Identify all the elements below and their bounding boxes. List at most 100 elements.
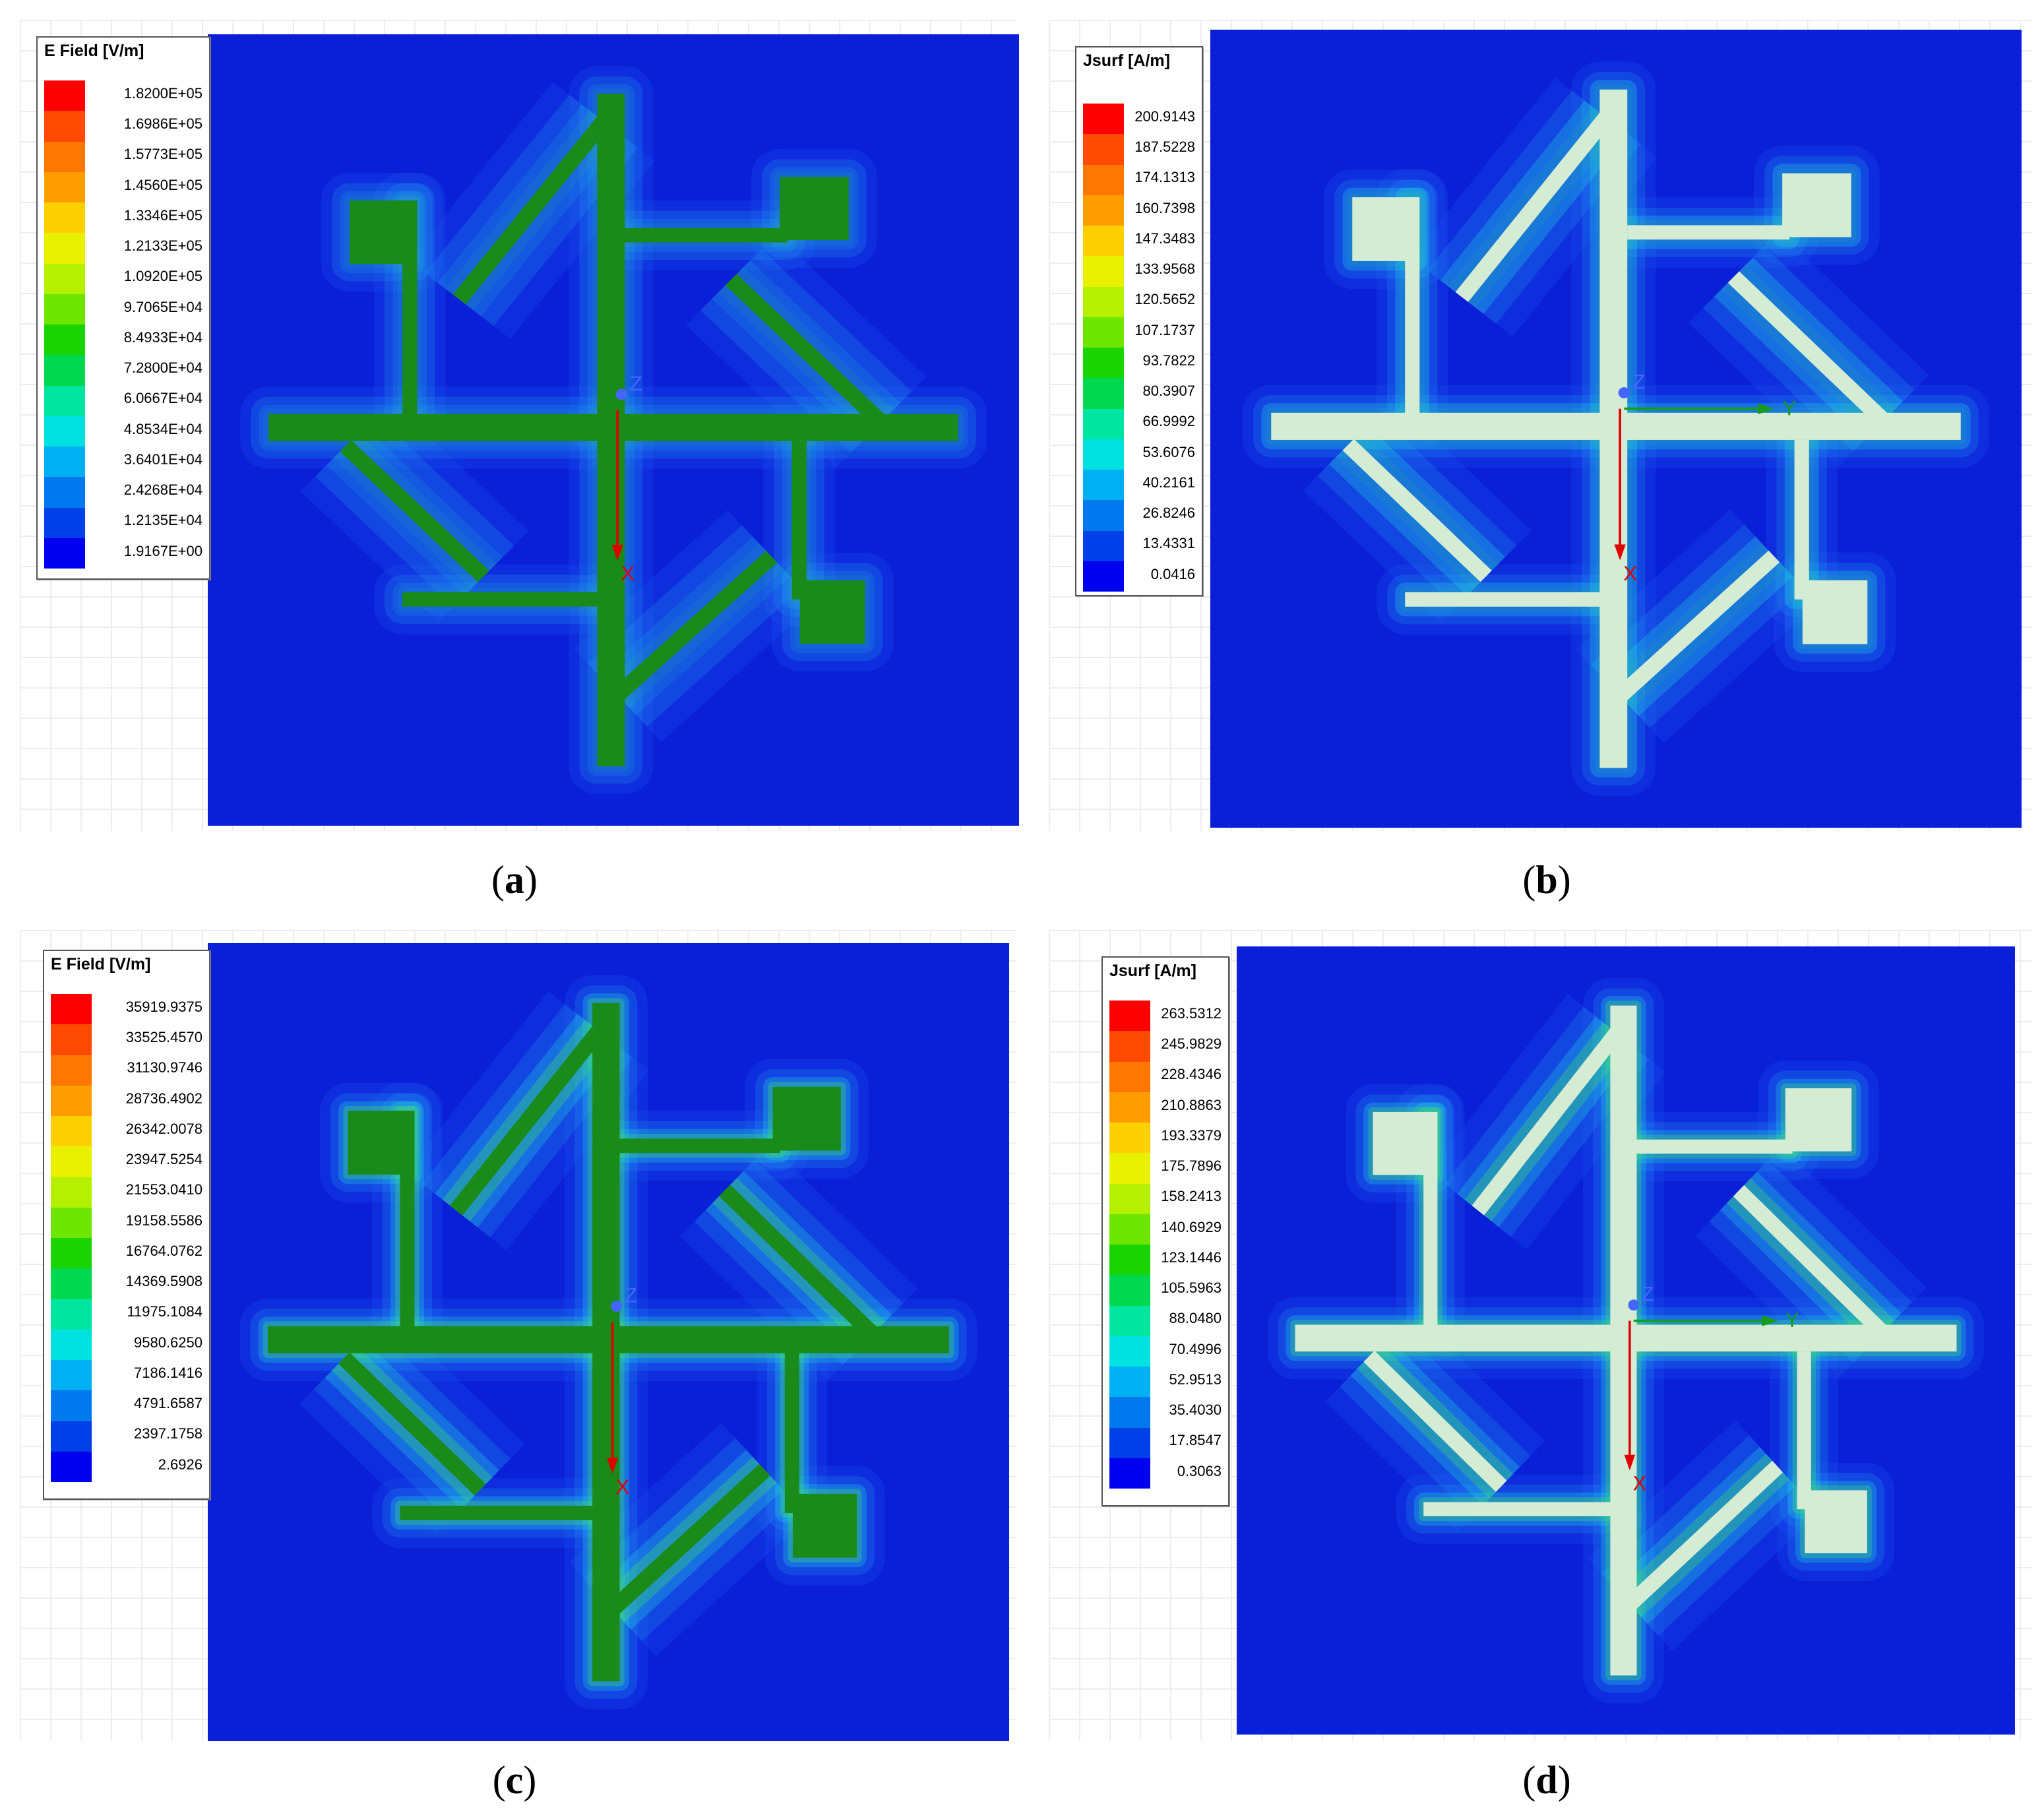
legend-value: 2.4268E+04 [123,481,202,499]
legend-value: 4791.6587 [134,1395,202,1412]
x-axis-arrow [1624,1454,1636,1471]
color-step [1083,226,1124,257]
axes-triad: X Y Z [1624,1283,1799,1495]
color-step [1083,317,1124,348]
color-step [51,1055,92,1086]
antenna-trace [780,177,849,240]
legend-value: 147.3483 [1134,230,1195,247]
antenna-trace [400,1506,597,1520]
legend-value: 9.7065E+04 [123,298,202,315]
antenna-svg-c: XZ [208,943,1009,1741]
antenna-trace [1797,1351,1811,1510]
color-step [1083,470,1124,501]
antenna-trace [1727,271,1890,427]
color-step [1109,1092,1150,1123]
color-step [44,538,85,569]
color-step [51,1299,92,1330]
antenna-trace [1785,1088,1852,1152]
legend-value: 140.6929 [1161,1218,1222,1235]
legend-value: 17.8547 [1169,1432,1222,1449]
legend-title: Jsurf [A/m] [1083,51,1170,70]
antenna-trace [1599,89,1628,768]
legend-value: 1.0920E+05 [123,268,202,285]
color-step [1109,1458,1150,1489]
color-step [1109,1031,1150,1062]
antenna-trace [1627,225,1790,240]
legend-value: 93.7822 [1142,352,1195,369]
x-axis-arrow [607,1458,619,1474]
legend-value: 28736.4902 [125,1090,202,1107]
color-step [1109,1367,1150,1398]
color-step [1083,348,1124,379]
color-step [51,1238,92,1269]
color-step [51,1085,92,1116]
legend-value: 1.3346E+05 [123,206,202,224]
legend-value: 175.7896 [1161,1157,1222,1175]
antenna-trace [719,1185,879,1340]
color-step [51,1360,92,1391]
legend-value: 52.9513 [1169,1370,1222,1388]
legend-value: 123.1446 [1161,1248,1222,1266]
color-step [1109,1245,1150,1276]
y-axis-arrow [1758,403,1774,415]
antenna-trace [1423,1111,1438,1333]
color-step [51,1421,92,1452]
legend-value: 35.4030 [1169,1401,1222,1419]
color-step [1083,408,1124,439]
color-step [1109,1061,1150,1092]
legend-value: 21553.0410 [125,1181,202,1198]
color-step [44,355,85,386]
color-step [44,111,85,142]
legend-labels: 1.8200E+05 1.6986E+05 1.5773E+05 1.4560E+05… [90,80,202,569]
legend-a: E Field [V/m] 1.8200E+05 1.6986E+05 1.5773… [36,36,210,580]
color-step [44,80,85,111]
legend-value: 107.1737 [1134,321,1195,338]
legend-value: 31130.9746 [127,1059,202,1076]
legend-value: 11975.1084 [127,1303,202,1320]
legend-value: 263.5312 [1161,1004,1222,1022]
legend-value: 160.7398 [1134,199,1195,216]
color-step [1083,286,1124,317]
antenna-trace [1610,1005,1637,1676]
color-step [1083,104,1124,135]
antenna-svg-a: XZ [208,34,1019,826]
y-axis-label: Y [1785,1309,1799,1332]
legend-value: 9580.6250 [134,1334,202,1351]
color-step [1109,1397,1150,1428]
color-step [44,141,85,172]
legend-value: 187.5228 [1134,139,1195,156]
legend-title: E Field [V/m] [44,42,144,60]
legend-value: 0.0416 [1150,565,1195,582]
color-step [1083,439,1124,470]
x-axis-label: X [621,561,635,585]
legend-value: 13.4331 [1142,535,1195,552]
color-step [1083,500,1124,531]
color-scale [44,80,85,569]
antenna-trace [1405,197,1420,421]
x-axis-label: X [615,1475,629,1498]
legend-d: Jsurf [A/m] 263.5312 245.9829 228.4346 210.… [1101,956,1229,1506]
color-step [1083,195,1124,226]
legend-value: 26342.0078 [125,1120,202,1137]
z-axis-label: Z [630,371,643,395]
legend-value: 228.4346 [1161,1066,1222,1083]
antenna-metal [1271,89,1961,768]
axes-triad: XZ [611,371,643,585]
antenna-trace [791,441,807,600]
antenna-trace [619,1138,780,1154]
color-step [1083,561,1124,592]
legend-value: 19158.5586 [125,1212,202,1229]
legend-title: Jsurf [A/m] [1109,962,1196,980]
field-plot-d: X Y Z [1237,946,2015,1735]
legend-value: 66.9992 [1142,413,1195,430]
legend-value: 8.4933E+04 [123,328,202,346]
color-step [1083,530,1124,561]
antenna-trace [402,592,602,607]
legend-value: 174.1313 [1134,169,1195,186]
antenna-trace [1794,439,1809,600]
legend-value: 70.4996 [1169,1340,1222,1357]
color-step [44,293,85,324]
